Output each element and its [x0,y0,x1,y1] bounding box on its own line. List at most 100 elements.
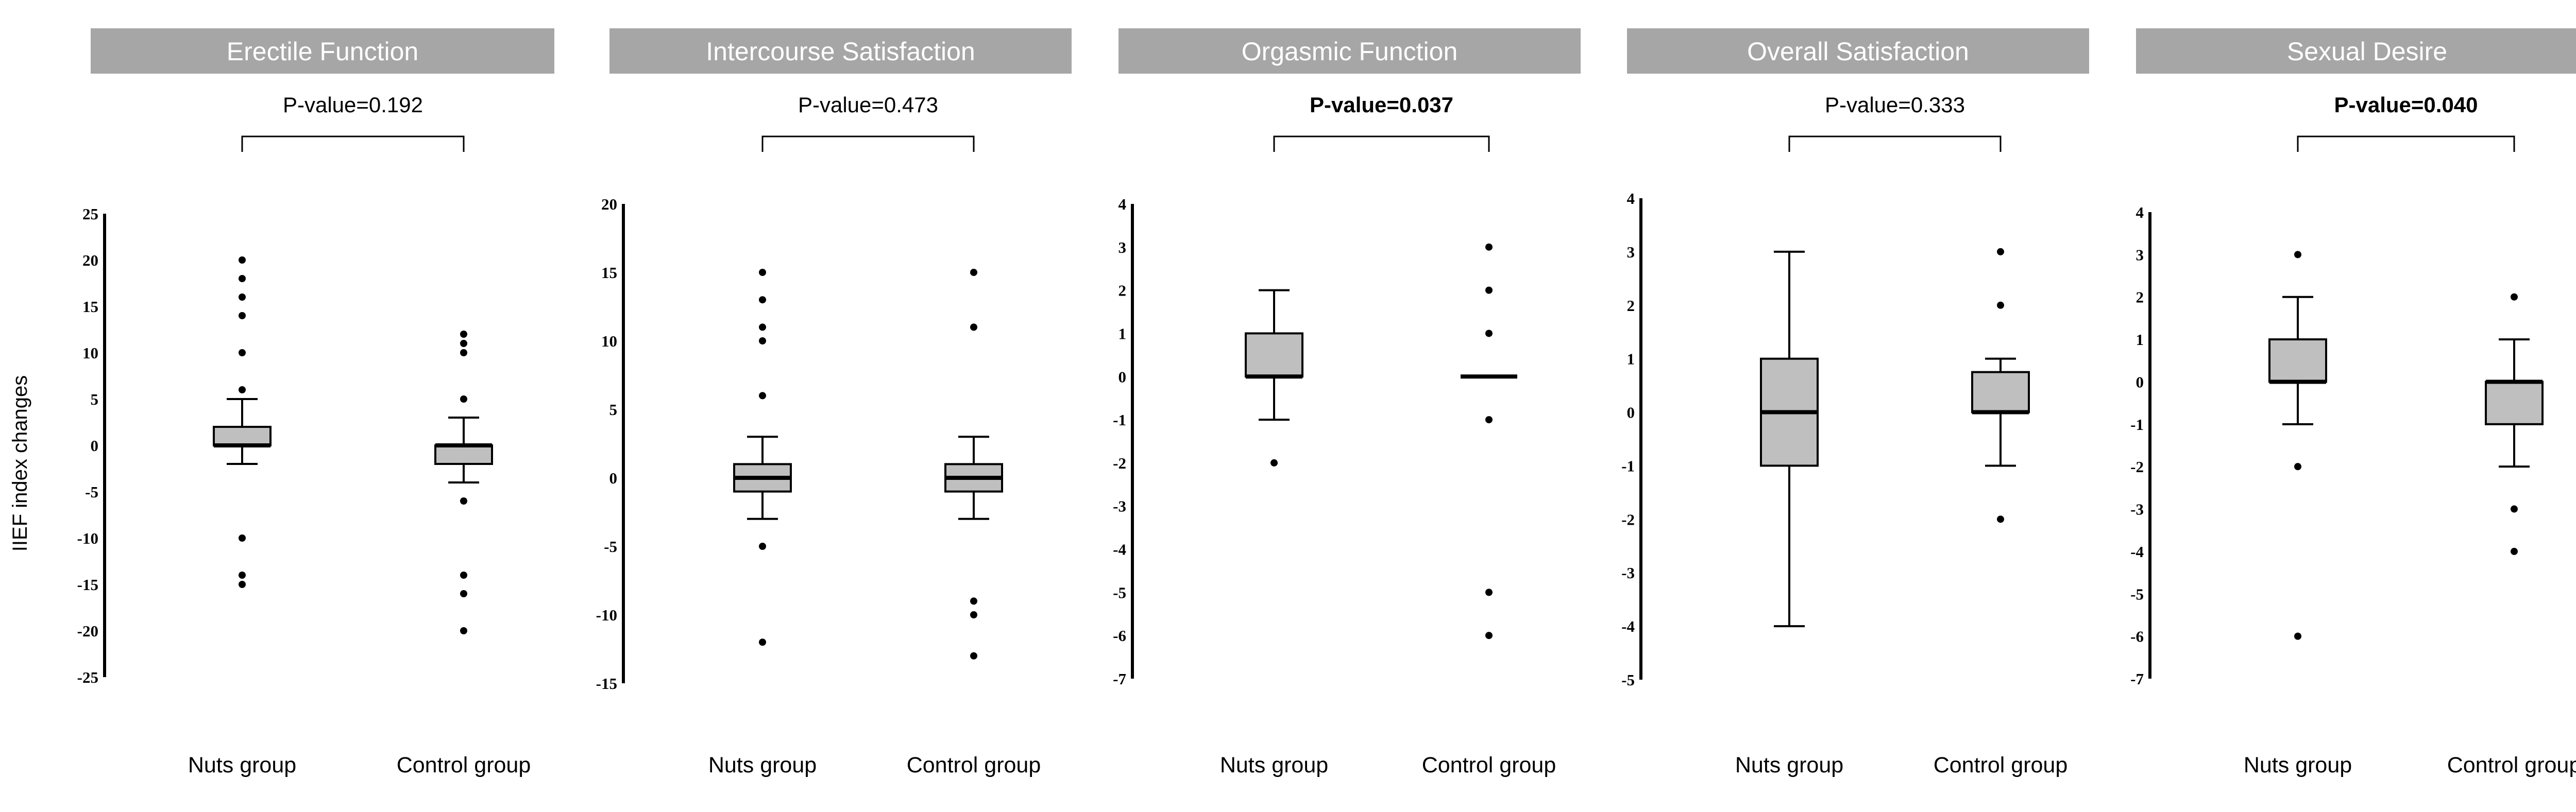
y-tick-label: -5 [1113,583,1126,601]
outlier-point [2511,547,2518,555]
significance-bracket [1788,135,2002,152]
y-tick-label: 0 [1118,368,1127,386]
panel-title-bar [91,28,554,74]
box-control [1461,243,1517,640]
y-tick-label: 1 [1627,350,1635,368]
y-tick-label: -2 [2130,458,2144,476]
panel-title-bar [609,28,1072,74]
x-category-label: Nuts group [188,753,296,778]
iqr-box [1971,371,2030,413]
box-control [944,269,1003,660]
panel-title-bar [1627,28,2089,74]
box-nuts [733,269,792,646]
y-tick-label: 4 [1627,189,1635,208]
significance-bracket [241,135,465,152]
outlier-point [460,572,467,579]
y-tick-label: -25 [77,668,98,686]
outlier-point [239,275,246,282]
outlier-point [2511,505,2518,513]
y-tick-label: 0 [2136,373,2144,391]
y-tick-label: -5 [85,483,98,501]
y-tick-label: -4 [2130,543,2144,561]
box-nuts [2268,251,2327,640]
outlier-point [460,395,467,403]
outlier-point [1997,248,2004,255]
outlier-point [759,543,766,550]
y-tick-label: 10 [82,344,98,362]
y-tick-label: -2 [1113,454,1126,472]
iqr-box [1245,332,1303,378]
y-tick-label: -5 [604,538,617,556]
y-tick-label: 2 [1627,297,1635,315]
panel-title: Orgasmic Function [1242,37,1458,66]
box-control [434,331,493,634]
panel-title: Overall Satisfaction [1747,37,1969,66]
y-tick-label: -4 [1621,617,1635,635]
y-tick-label: 5 [91,390,99,408]
box-control [1971,248,2030,523]
panel-5: Sexual Desire P-value=0.040 4 3 2 1 0 -1 -2 -3 -4 -… [2130,28,2576,778]
outlier-point [239,572,246,579]
y-tick-label: 20 [82,251,98,269]
outlier-point [970,269,977,276]
y-tick-label: -1 [2130,416,2144,434]
x-category-label: Control group [2447,753,2576,778]
outlier-point [2294,632,2301,640]
iqr-box [2485,381,2544,425]
outlier-point [970,652,977,660]
y-tick-label: 4 [1118,195,1127,213]
outlier-point [2294,463,2301,471]
panel-title: Sexual Desire [2287,37,2447,66]
significance-bracket [761,135,975,152]
outlier-point [759,269,766,276]
y-tick-label: 0 [1627,404,1635,422]
y-tick-label: 2 [1118,282,1127,300]
outlier-point [1485,589,1493,596]
outlier-point [1997,515,2004,523]
outlier-point [1485,632,1493,640]
panel-1: Erectile Function P-value=0.192 25 20 15 10 5 0… [77,28,554,778]
y-tick-label: -3 [1113,497,1126,515]
y-tick-label: -15 [77,576,98,594]
outlier-point [759,323,766,331]
outlier-point [759,392,766,400]
y-tick-label: -2 [1621,510,1635,528]
iqr-box [434,444,493,465]
panel-3: Orgasmic Function P-value=0.037 4 3 2 1 0 -1 -2 -… [1113,28,1581,778]
y-tick-label: 15 [601,264,617,282]
outlier-point [1485,416,1493,424]
p-value-label: P-value=0.192 [283,93,423,117]
y-tick-label: 15 [82,298,98,316]
x-category-label: Nuts group [1220,753,1328,778]
box-nuts [1760,250,1819,628]
outlier-point [759,638,766,646]
y-tick-label: -10 [596,606,617,624]
x-category-label: Nuts group [708,753,817,778]
outlier-point [1485,243,1493,251]
panel-title: Intercourse Satisfaction [706,37,975,66]
outlier-point [759,337,766,344]
y-tick-label: -3 [1621,564,1635,582]
panels: Erectile FunctionP-value=0.1922520151050… [77,28,2576,778]
iqr-box [2268,338,2327,383]
outlier-point [460,627,467,634]
y-tick-label: 1 [1118,324,1127,342]
outlier-point [2511,293,2518,301]
p-value-label: P-value=0.040 [2334,93,2478,117]
y-tick-label: -1 [1113,411,1126,429]
panel-title: Erectile Function [227,37,418,66]
y-axis-label: IIEF index changes [9,375,31,551]
outlier-point [239,386,246,393]
outlier-point [1485,286,1493,294]
y-tick-label: 3 [1627,243,1635,261]
outlier-point [970,597,977,605]
y-tick-label: 3 [2136,246,2144,264]
x-category-label: Nuts group [1735,753,1843,778]
outlier-point [2294,251,2301,258]
p-value-label: P-value=0.037 [1310,93,1453,117]
significance-bracket [2297,135,2515,152]
y-tick-label: -6 [1113,627,1126,645]
outlier-point [759,296,766,304]
outlier-point [1997,301,2004,309]
